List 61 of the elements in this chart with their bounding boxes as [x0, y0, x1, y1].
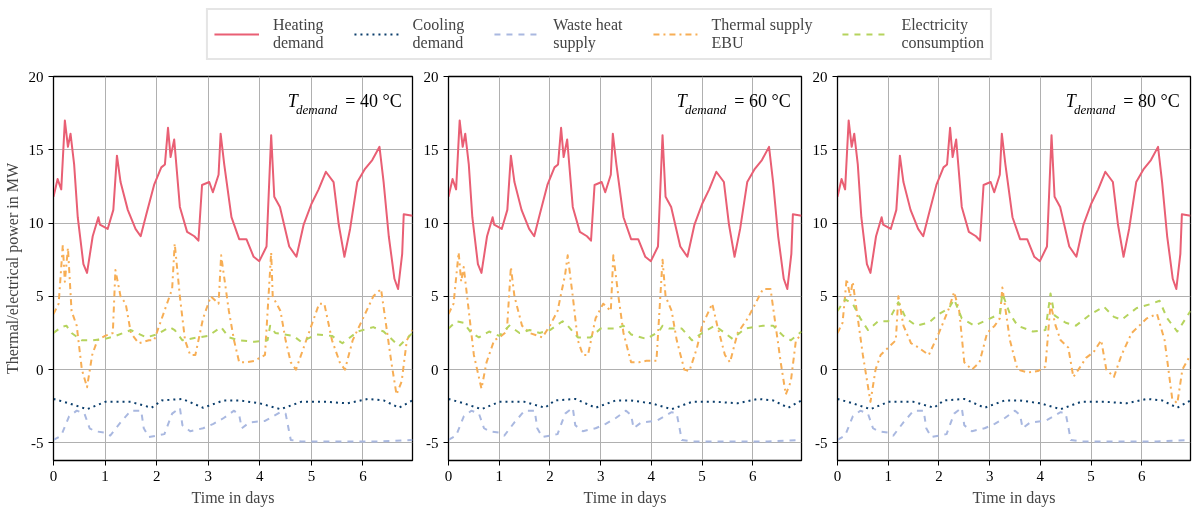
y-tick-label: 5 — [431, 288, 439, 305]
y-axis-title: Thermal/electrical power in MW — [3, 162, 22, 375]
line-series — [837, 292, 1191, 333]
x-tick-label: 2 — [935, 467, 943, 484]
y-tick-label: 0 — [820, 361, 828, 378]
x-tick-label: 2 — [546, 467, 554, 484]
line-series — [448, 251, 802, 396]
y-tick-label: 15 — [423, 141, 439, 158]
x-tick-label: 6 — [359, 467, 368, 484]
x-tick-label: 3 — [596, 467, 605, 484]
legend-label: Waste heat supply — [553, 16, 623, 52]
x-tick-label: 3 — [985, 467, 994, 484]
y-tick-label: 10 — [423, 215, 439, 232]
x-tick-label: 4 — [647, 467, 656, 484]
x-tick-label: 1 — [101, 467, 109, 484]
x-axis-title: Time in days — [583, 488, 667, 507]
line-series — [53, 397, 413, 411]
x-axis-title: Time in days — [972, 488, 1056, 507]
y-tick-label: 5 — [820, 288, 828, 305]
line-series — [53, 406, 413, 443]
y-tick-label: 0 — [431, 361, 439, 378]
x-tick-label: 3 — [204, 467, 212, 484]
line-series — [837, 277, 1191, 405]
y-tick-label: -5 — [426, 434, 439, 451]
legend-label: Electricity consumption — [901, 16, 985, 52]
legend-label: Cooling demand — [412, 16, 465, 52]
line-series — [53, 324, 413, 348]
y-tick-label: 15 — [812, 141, 828, 158]
x-tick-label: 6 — [749, 467, 758, 484]
y-tick-label: 0 — [36, 361, 44, 378]
line-series — [837, 397, 1191, 411]
y-tick-label: 20 — [423, 68, 439, 85]
x-tick-label: 1 — [884, 467, 892, 484]
y-tick-label: 20 — [28, 68, 44, 85]
x-tick-label: 0 — [49, 467, 58, 484]
x-tick-label: 0 — [833, 467, 842, 484]
line-series — [837, 119, 1191, 291]
y-tick-label: 10 — [28, 215, 44, 232]
x-tick-label: 4 — [1036, 467, 1045, 484]
line-series — [53, 119, 413, 291]
y-tick-label: 20 — [812, 68, 828, 85]
x-tick-label: 6 — [1138, 467, 1147, 484]
y-tick-label: 5 — [36, 288, 44, 305]
line-series — [448, 119, 802, 291]
y-tick-label: -5 — [31, 434, 44, 451]
y-tick-label: 10 — [812, 215, 828, 232]
x-tick-label: 4 — [256, 467, 265, 484]
line-series — [448, 397, 802, 411]
x-tick-label: 2 — [152, 467, 161, 484]
x-tick-label: 5 — [698, 467, 706, 484]
line-series — [448, 320, 802, 342]
x-tick-label: 0 — [444, 467, 453, 484]
y-tick-label: 15 — [28, 141, 44, 158]
legend-label: Thermal supply EBU — [711, 16, 813, 52]
x-tick-label: 5 — [307, 467, 316, 484]
x-tick-label: 1 — [495, 467, 503, 484]
x-tick-label: 5 — [1087, 467, 1095, 484]
y-tick-label: -5 — [815, 434, 828, 451]
line-series — [53, 242, 413, 396]
legend-label: Heating demand — [272, 16, 324, 52]
x-axis-title: Time in days — [191, 488, 275, 507]
